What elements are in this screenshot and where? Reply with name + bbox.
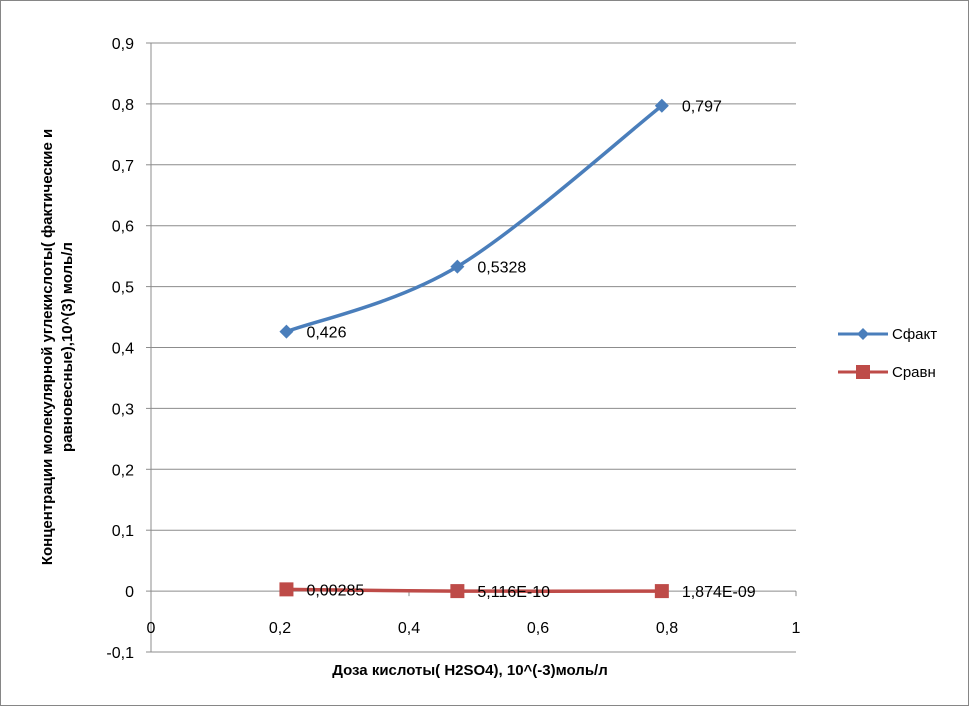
legend-label-series-2: Cравн xyxy=(892,364,936,381)
data-label: 1,874E-09 xyxy=(682,584,756,601)
data-label: 0,797 xyxy=(682,99,722,116)
data-label: 0,00285 xyxy=(306,582,364,599)
x-tick-label: 0,2 xyxy=(269,620,291,637)
x-tick-labels: 0 0,2 0,4 0,6 0,8 1 xyxy=(147,620,801,637)
legend-entry-series-2: Cравн xyxy=(838,364,936,381)
data-point-square xyxy=(654,584,669,599)
y-tick-label: 0,4 xyxy=(112,341,134,358)
data-label: 5,116E-10 xyxy=(477,584,550,601)
data-point-diamond xyxy=(654,98,669,113)
x-tick-label: 0,4 xyxy=(398,620,420,637)
x-tick-label: 1 xyxy=(792,620,801,637)
y-tick-label: 0,7 xyxy=(112,158,134,175)
y-tick-labels: -0,1 0 0,1 0,2 0,3 0,4 0,5 0,6 0,7 0,8 0,9 xyxy=(106,36,134,662)
y-tick-label: 0,2 xyxy=(112,462,134,479)
x-tick-label: 0,6 xyxy=(527,620,549,637)
legend: Cфакт Cравн xyxy=(838,326,937,381)
series-markers xyxy=(279,98,669,599)
y-tick-label: 0,9 xyxy=(112,36,134,53)
data-point-diamond xyxy=(279,324,294,339)
series-lines xyxy=(284,103,664,593)
data-point-square xyxy=(450,584,465,599)
data-point-square xyxy=(279,582,294,597)
legend-label-series-1: Cфакт xyxy=(892,326,937,343)
y-axis-title: Концентрации молекулярной углекислоты( ф… xyxy=(39,129,76,565)
legend-marker-square-icon xyxy=(856,365,870,379)
x-tick-label: 0 xyxy=(147,620,156,637)
x-axis-title: Доза кислоты( H2SO4), 10^(-3)моль/л xyxy=(332,662,608,679)
data-point-diamond xyxy=(450,259,465,274)
y-tick-label: 0,1 xyxy=(112,523,134,540)
legend-marker-diamond-icon xyxy=(857,328,869,340)
data-labels: 0,426 0,5328 0,797 0,00285 5,116E-10 1,874E-0… xyxy=(306,99,755,601)
y-tick-label: 0,5 xyxy=(112,280,134,297)
y-axis-title-line-1: Концентрации молекулярной углекислоты( ф… xyxy=(39,129,56,565)
y-tick-label: 0 xyxy=(125,584,134,601)
series-line-1 xyxy=(284,103,664,334)
y-tick-label: 0,8 xyxy=(112,97,134,114)
y-tick-label: 0,6 xyxy=(112,219,134,236)
y-axis-title-line-2: равновесные),10^(3) моль/л xyxy=(59,242,76,452)
x-tick-label: 0,8 xyxy=(656,620,678,637)
y-tick-label: 0,3 xyxy=(112,401,134,418)
grid-lines xyxy=(151,42,796,653)
legend-entry-series-1: Cфакт xyxy=(838,326,937,343)
data-label: 0,426 xyxy=(306,325,346,342)
y-tick-label: -0,1 xyxy=(106,645,134,662)
data-label: 0,5328 xyxy=(477,260,526,277)
